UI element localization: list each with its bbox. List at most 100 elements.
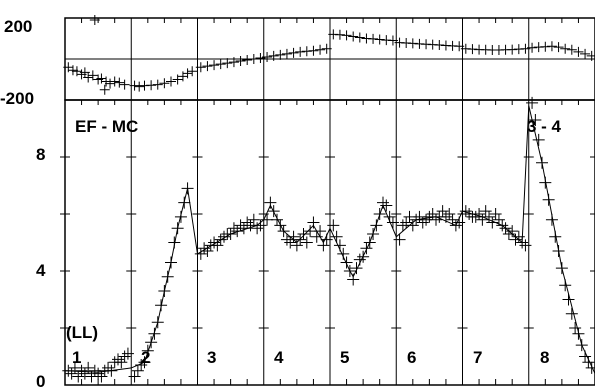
residual-point (262, 51, 273, 62)
residual-point (215, 59, 226, 70)
residual-point (152, 79, 163, 90)
data-point (290, 239, 303, 252)
data-point (92, 367, 105, 380)
residual-point (166, 76, 176, 87)
top-ytick-neg200: -200 (0, 89, 34, 108)
residual-point (172, 74, 183, 85)
panel-label-1: 1 (72, 348, 81, 367)
residual-point (520, 43, 531, 54)
residual-point (454, 41, 465, 52)
data-point (307, 216, 320, 229)
residual-point (573, 46, 584, 57)
data-point (128, 370, 141, 383)
data-point (532, 133, 545, 146)
data-point (406, 219, 419, 232)
data-point (393, 233, 406, 246)
bottom-panel (60, 96, 595, 386)
residual-point (255, 52, 266, 63)
residual-point (87, 70, 98, 81)
residual-point (209, 60, 220, 71)
data-point (569, 322, 582, 334)
data-point (347, 273, 360, 286)
panel-label-4: 4 (274, 348, 284, 367)
data-point (78, 367, 91, 380)
data-point (194, 247, 207, 260)
panel-label-8: 8 (540, 348, 549, 367)
data-point (297, 227, 310, 240)
residual-point (348, 31, 359, 42)
annotation-ef-mc: EF - MC (75, 117, 138, 136)
data-point (473, 208, 486, 220)
data-point (502, 227, 515, 240)
data-point (360, 242, 373, 255)
data-point (386, 216, 399, 229)
data-point (436, 205, 449, 218)
residual-point (134, 81, 145, 92)
residual-point (315, 44, 326, 55)
data-point (118, 350, 131, 363)
panel-label-7: 7 (473, 348, 482, 367)
bottom-ytick-0: 0 (36, 372, 45, 387)
data-point (271, 213, 283, 226)
residual-point (334, 29, 345, 40)
residual-point (321, 43, 332, 54)
data-point (310, 230, 323, 243)
data-point (327, 219, 340, 232)
residual-point (368, 33, 379, 44)
residual-point (566, 44, 577, 55)
data-point (201, 245, 214, 258)
data-point (75, 364, 88, 377)
data-point (340, 256, 353, 269)
residual-point (67, 65, 78, 76)
data-point (65, 367, 78, 380)
residual-point (235, 56, 246, 67)
panel-label-6: 6 (407, 348, 416, 367)
residual-point (101, 76, 112, 87)
panel-label-2: 2 (141, 348, 150, 367)
residual-point (308, 45, 319, 56)
residual-point (83, 72, 94, 83)
data-point (519, 239, 532, 252)
residual-point (182, 68, 193, 79)
data-point (314, 225, 327, 238)
panel-label-3: 3 (207, 348, 216, 367)
residual-point (195, 62, 206, 73)
data-point (400, 216, 413, 229)
data-point (121, 347, 134, 360)
data-point (430, 213, 442, 226)
data-point (115, 356, 128, 369)
residual-point (248, 54, 259, 64)
top-panel (63, 15, 595, 101)
data-point (330, 230, 343, 243)
residual-point (546, 41, 557, 52)
residual-point (553, 42, 564, 53)
data-point (251, 222, 264, 235)
data-point (300, 236, 313, 249)
data-point (131, 364, 144, 377)
data-point (479, 205, 492, 218)
residual-point (527, 42, 538, 53)
residual-point (119, 79, 130, 90)
data-point (426, 208, 439, 220)
data-point (509, 233, 522, 246)
data-point (102, 361, 115, 374)
data-point (380, 199, 393, 212)
data-point (211, 239, 224, 252)
data-point (529, 113, 542, 126)
data-point (585, 361, 595, 374)
data-point (247, 213, 260, 226)
data-point (68, 361, 81, 374)
data-point (476, 213, 489, 226)
data-point (526, 96, 539, 109)
data-point (264, 196, 277, 209)
data-point (317, 239, 330, 252)
data-point (565, 307, 578, 320)
residual-point (341, 30, 352, 41)
residual-point (268, 50, 279, 61)
data-point (337, 247, 350, 260)
data-point (241, 216, 254, 229)
data-point (350, 262, 363, 275)
data-point (112, 353, 124, 366)
residual-point (146, 80, 157, 91)
residual-point (275, 49, 286, 60)
